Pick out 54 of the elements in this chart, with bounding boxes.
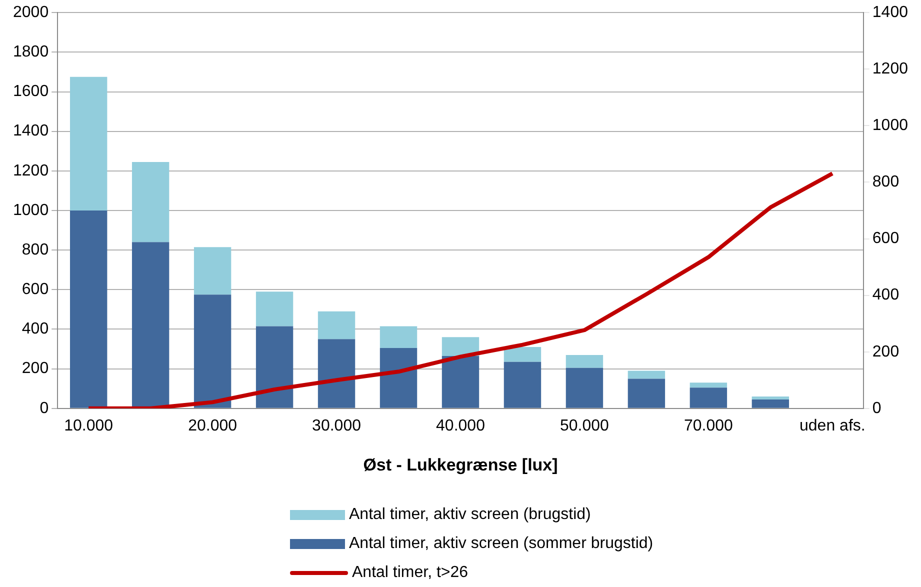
bar — [70, 76, 108, 210]
x-tick-label: 30.000 — [312, 417, 362, 434]
bar — [566, 368, 604, 408]
bar — [690, 388, 728, 408]
y2-tick-label: 0 — [872, 400, 882, 417]
y2-tick-label: 800 — [872, 174, 900, 191]
bar — [504, 347, 542, 362]
bar — [318, 311, 356, 340]
y-tick-label: 1000 — [13, 202, 49, 219]
bar — [566, 354, 604, 368]
bar — [380, 326, 418, 348]
bar — [380, 348, 418, 408]
bar — [194, 247, 232, 295]
bar — [628, 378, 666, 408]
x-axis-title: Øst - Lukkegrænse [lux] — [363, 455, 558, 474]
x-tick-label: 40.000 — [436, 417, 486, 434]
y2-tick-label: 1000 — [872, 117, 908, 134]
bar — [194, 294, 232, 408]
y-tick-label: 200 — [22, 360, 49, 378]
y-tick-label: 1800 — [13, 44, 49, 61]
y-tick-label: 2000 — [13, 4, 49, 22]
bar — [442, 356, 480, 408]
bar — [318, 339, 356, 408]
legend-label: Antal timer, t>26 — [352, 564, 468, 582]
bar — [690, 382, 728, 388]
x-tick-label: 50.000 — [560, 417, 610, 434]
y-tick-label: 1400 — [13, 122, 49, 140]
bar — [256, 326, 294, 408]
y-tick-label: 800 — [22, 241, 49, 258]
bar — [752, 399, 790, 408]
x-tick-label: 20.000 — [188, 417, 238, 434]
bar — [132, 242, 170, 408]
y2-tick-label: 1400 — [872, 4, 908, 22]
bar — [628, 370, 666, 379]
x-tick-label: 70.000 — [684, 417, 734, 434]
y-tick-label: 1200 — [13, 162, 49, 180]
y-tick-label: 600 — [22, 281, 49, 298]
y2-tick-label: 1200 — [872, 60, 908, 78]
y2-tick-label: 200 — [872, 343, 900, 360]
bar — [70, 210, 108, 408]
legend-label: Antal timer, aktiv screen (sommer brugstid) — [349, 534, 654, 552]
bar — [442, 337, 480, 356]
x-tick-label: 10.000 — [64, 417, 114, 434]
bar — [504, 362, 542, 408]
y2-tick-label: 600 — [872, 230, 900, 248]
bar — [256, 292, 294, 326]
y-tick-label: 400 — [22, 320, 49, 338]
y2-tick-label: 400 — [872, 286, 900, 304]
bar — [132, 162, 170, 242]
y-tick-label: 0 — [40, 400, 49, 417]
legend-label: Antal timer, aktiv screen (brugstid) — [349, 506, 591, 524]
x-tick-label: uden afs. — [800, 417, 866, 434]
y-tick-label: 1600 — [13, 83, 49, 100]
bar — [752, 396, 790, 400]
